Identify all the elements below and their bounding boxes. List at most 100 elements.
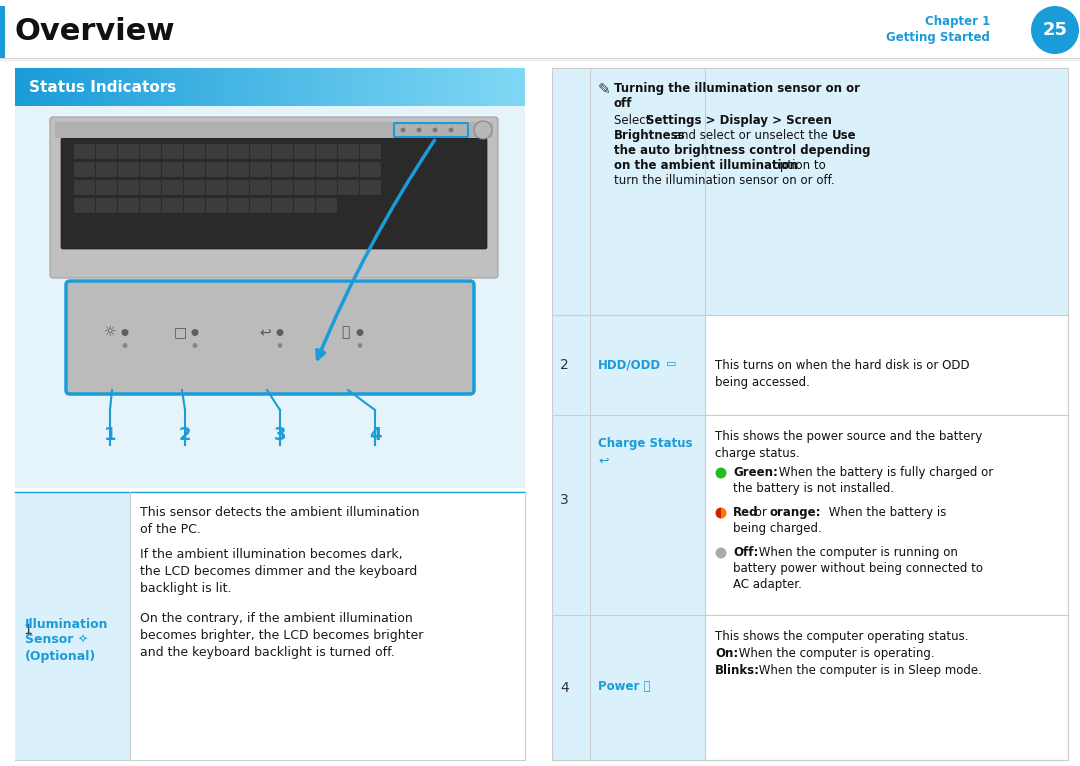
Text: 25: 25 xyxy=(1042,21,1067,39)
FancyBboxPatch shape xyxy=(361,162,380,176)
Text: turn the illumination sensor on or off.: turn the illumination sensor on or off. xyxy=(615,174,835,187)
Text: On the contrary, if the ambient illumination
becomes brighter, the LCD becomes b: On the contrary, if the ambient illumina… xyxy=(140,612,423,659)
FancyBboxPatch shape xyxy=(96,181,117,195)
FancyBboxPatch shape xyxy=(229,198,248,212)
Text: ⏻: ⏻ xyxy=(341,326,349,339)
Text: If the ambient illumination becomes dark,
the LCD becomes dimmer and the keyboar: If the ambient illumination becomes dark… xyxy=(140,548,417,595)
Text: option to: option to xyxy=(769,159,826,172)
Text: 4: 4 xyxy=(561,680,569,695)
FancyBboxPatch shape xyxy=(185,162,204,176)
Bar xyxy=(0,6,5,58)
FancyBboxPatch shape xyxy=(251,198,270,212)
FancyBboxPatch shape xyxy=(206,145,227,159)
FancyBboxPatch shape xyxy=(338,162,359,176)
Circle shape xyxy=(448,127,454,133)
Text: 1: 1 xyxy=(104,426,117,444)
Text: the battery is not installed.: the battery is not installed. xyxy=(733,482,894,495)
Circle shape xyxy=(192,343,198,348)
FancyBboxPatch shape xyxy=(60,138,487,249)
FancyBboxPatch shape xyxy=(272,162,293,176)
FancyBboxPatch shape xyxy=(295,198,314,212)
FancyBboxPatch shape xyxy=(96,162,117,176)
Bar xyxy=(15,106,525,488)
FancyBboxPatch shape xyxy=(295,162,314,176)
FancyBboxPatch shape xyxy=(119,198,138,212)
Text: This shows the computer operating status.: This shows the computer operating status… xyxy=(715,630,969,643)
Text: Green:: Green: xyxy=(733,466,778,479)
FancyBboxPatch shape xyxy=(162,181,183,195)
FancyBboxPatch shape xyxy=(185,145,204,159)
FancyBboxPatch shape xyxy=(185,198,204,212)
Bar xyxy=(552,68,1068,315)
FancyBboxPatch shape xyxy=(206,162,227,176)
Bar xyxy=(552,415,705,615)
Text: Turning the illumination sensor on or: Turning the illumination sensor on or xyxy=(615,82,860,95)
Text: When the computer is running on: When the computer is running on xyxy=(755,546,958,559)
Text: When the battery is fully charged or: When the battery is fully charged or xyxy=(775,466,994,479)
FancyBboxPatch shape xyxy=(96,198,117,212)
Circle shape xyxy=(401,127,405,133)
FancyBboxPatch shape xyxy=(338,145,359,159)
FancyBboxPatch shape xyxy=(316,198,337,212)
Text: Settings > Display > Screen: Settings > Display > Screen xyxy=(646,114,832,127)
FancyBboxPatch shape xyxy=(75,145,95,159)
Text: 1: 1 xyxy=(23,623,32,637)
FancyBboxPatch shape xyxy=(229,145,248,159)
Text: ✎: ✎ xyxy=(598,82,611,97)
Text: ↩: ↩ xyxy=(598,455,608,468)
FancyBboxPatch shape xyxy=(96,145,117,159)
FancyBboxPatch shape xyxy=(229,181,248,195)
Bar xyxy=(552,615,705,760)
Text: AC adapter.: AC adapter. xyxy=(733,578,801,591)
Text: When the battery is: When the battery is xyxy=(825,506,946,519)
Text: (Optional): (Optional) xyxy=(25,650,96,663)
Text: the auto brightness control depending: the auto brightness control depending xyxy=(615,144,870,157)
Text: Illumination: Illumination xyxy=(25,618,108,631)
Text: Sensor ✧: Sensor ✧ xyxy=(25,634,89,647)
Text: Chapter 1: Chapter 1 xyxy=(924,15,990,28)
FancyBboxPatch shape xyxy=(162,162,183,176)
FancyBboxPatch shape xyxy=(162,198,183,212)
Text: 3: 3 xyxy=(273,426,286,444)
Circle shape xyxy=(715,467,727,479)
FancyBboxPatch shape xyxy=(206,198,227,212)
Text: ↩: ↩ xyxy=(259,326,271,339)
Circle shape xyxy=(474,121,492,139)
Circle shape xyxy=(417,127,421,133)
Circle shape xyxy=(191,329,199,336)
Text: Blinks:: Blinks: xyxy=(715,664,760,677)
FancyBboxPatch shape xyxy=(272,145,293,159)
Text: This turns on when the hard disk is or ODD
being accessed.: This turns on when the hard disk is or O… xyxy=(715,359,970,389)
FancyBboxPatch shape xyxy=(251,181,270,195)
FancyBboxPatch shape xyxy=(75,181,95,195)
FancyBboxPatch shape xyxy=(75,162,95,176)
Text: Overview: Overview xyxy=(14,18,175,47)
Text: When the computer is in Sleep mode.: When the computer is in Sleep mode. xyxy=(755,664,982,677)
FancyBboxPatch shape xyxy=(140,162,161,176)
Circle shape xyxy=(432,127,437,133)
FancyBboxPatch shape xyxy=(295,145,314,159)
FancyBboxPatch shape xyxy=(50,117,498,278)
FancyBboxPatch shape xyxy=(140,145,161,159)
Text: orange:: orange: xyxy=(770,506,822,519)
Text: HDD/ODD: HDD/ODD xyxy=(598,359,661,372)
Circle shape xyxy=(715,548,727,558)
Bar xyxy=(552,315,705,415)
FancyBboxPatch shape xyxy=(119,181,138,195)
Bar xyxy=(15,492,130,760)
FancyBboxPatch shape xyxy=(185,181,204,195)
FancyBboxPatch shape xyxy=(316,181,337,195)
FancyBboxPatch shape xyxy=(295,181,314,195)
Text: When the computer is operating.: When the computer is operating. xyxy=(735,647,934,660)
FancyBboxPatch shape xyxy=(75,198,95,212)
Text: Red: Red xyxy=(733,506,758,519)
FancyBboxPatch shape xyxy=(119,162,138,176)
Text: being charged.: being charged. xyxy=(733,522,822,535)
Text: and select or unselect the: and select or unselect the xyxy=(670,129,832,142)
Text: 2: 2 xyxy=(561,358,569,372)
Circle shape xyxy=(122,343,127,348)
Text: This sensor detects the ambient illumination
of the PC.: This sensor detects the ambient illumina… xyxy=(140,506,419,536)
Bar xyxy=(55,122,492,138)
Text: or: or xyxy=(751,506,771,519)
Text: on the ambient illumination: on the ambient illumination xyxy=(615,159,798,172)
